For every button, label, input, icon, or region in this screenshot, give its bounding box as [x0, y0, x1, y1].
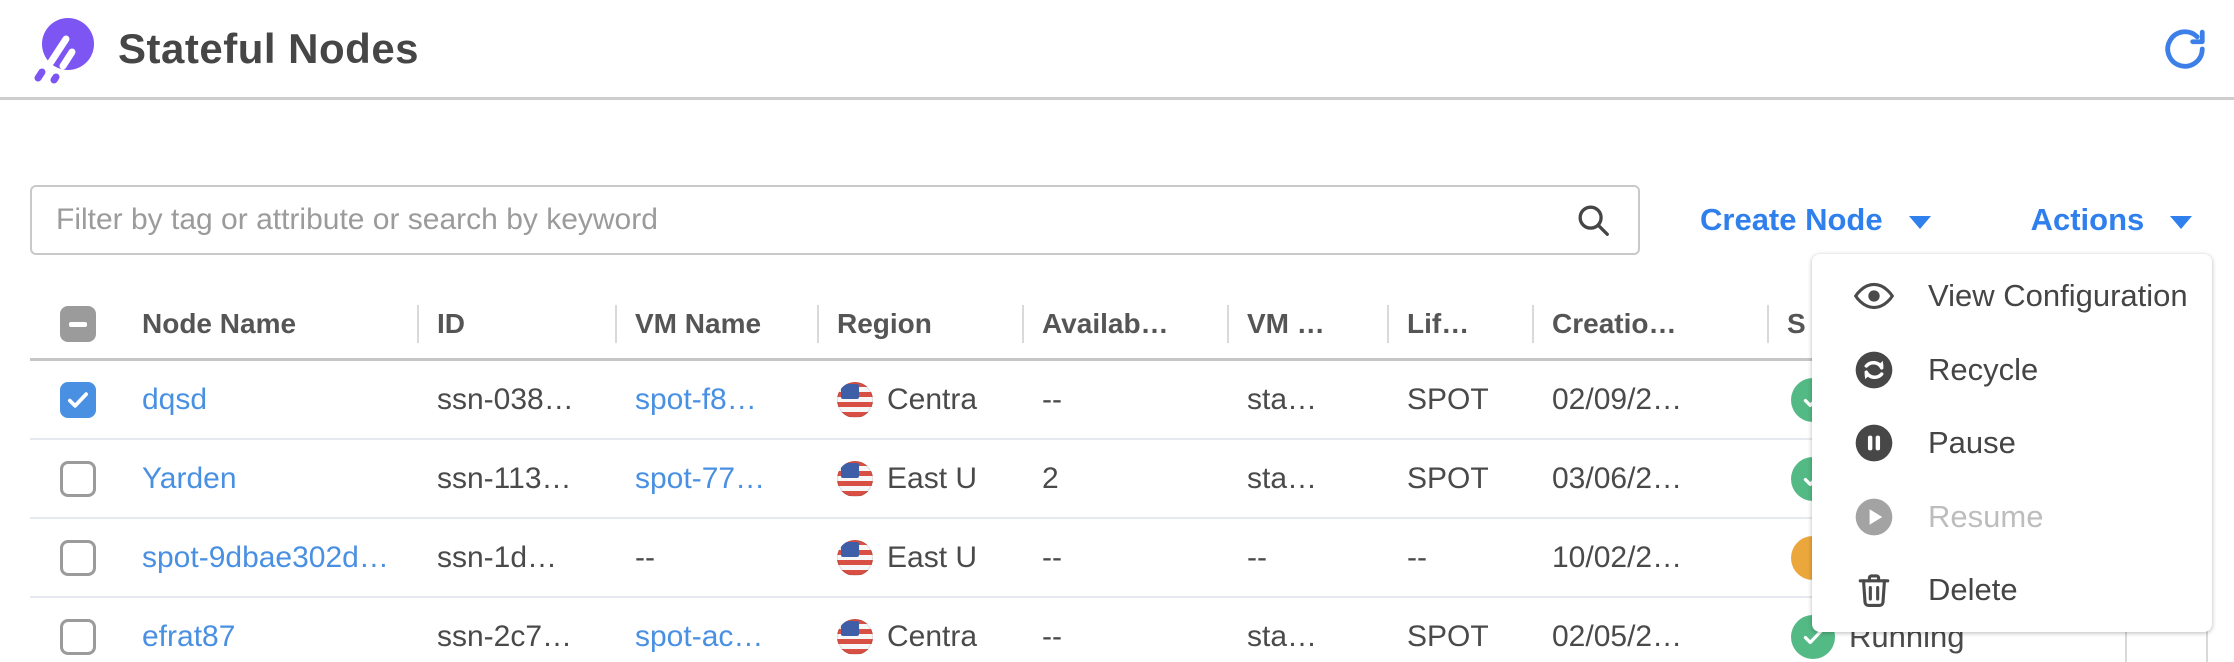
region-cell: East U [817, 539, 1022, 576]
chevron-down-icon [2170, 215, 2193, 229]
row-checkbox-cell [30, 460, 130, 497]
menu-item-label: Delete [1928, 572, 2018, 607]
node-id: ssn-2c7… [437, 619, 573, 653]
vm-size: sta… [1247, 619, 1318, 653]
availability-zone: -- [1042, 540, 1062, 574]
row-checkbox-cell [30, 539, 130, 576]
column-header-status[interactable]: S [1767, 290, 2125, 358]
column-header-node-name[interactable]: Node Name [142, 308, 297, 339]
vm-name: -- [635, 540, 655, 574]
region-label: East U [887, 461, 978, 495]
creation-date: 10/02/2… [1552, 540, 1683, 574]
chevron-down-icon [1908, 215, 1931, 229]
us-flag-icon [837, 618, 873, 655]
column-header-id[interactable]: ID [417, 290, 615, 358]
vm-size: -- [1247, 540, 1267, 574]
availability-zone: -- [1042, 382, 1062, 416]
eye-icon [1852, 274, 1896, 318]
actions-button[interactable]: Actions [2031, 202, 2193, 238]
lifecycle: -- [1407, 540, 1427, 574]
menu-item-recycle[interactable]: Recycle [1812, 334, 2212, 406]
menu-item-resume: Resume [1812, 481, 2212, 553]
us-flag-icon [837, 460, 873, 497]
column-header-lifecycle[interactable]: Lif… [1387, 290, 1532, 358]
column-header-creation[interactable]: Creatio… [1532, 290, 1767, 358]
row-checkbox[interactable] [60, 618, 96, 655]
resume-icon [1852, 495, 1896, 539]
filter-search-box [30, 185, 1640, 255]
row-checkbox-cell [30, 381, 130, 418]
recycle-icon [1852, 348, 1896, 392]
vm-name-link[interactable]: spot-77… [635, 461, 766, 495]
row-checkbox[interactable] [60, 381, 96, 418]
column-header-vm-name[interactable]: VM Name [615, 290, 817, 358]
vm-size: sta… [1247, 382, 1318, 416]
creation-date: 02/05/2… [1552, 619, 1683, 653]
page-title: Stateful Nodes [118, 24, 420, 72]
us-flag-icon [837, 539, 873, 576]
column-header-vm-size[interactable]: VM … [1227, 290, 1387, 358]
node-id: ssn-038… [437, 382, 574, 416]
node-name-link[interactable]: spot-9dbae302d… [142, 540, 389, 574]
node-name-link[interactable]: efrat87 [142, 619, 236, 653]
menu-item-view-configuration[interactable]: View Configuration [1812, 260, 2212, 332]
creation-date: 02/09/2… [1552, 382, 1683, 416]
top-bar: Stateful Nodes [0, 0, 2234, 100]
vm-name-link[interactable]: spot-f8… [635, 382, 757, 416]
region-cell: Centra [817, 381, 1022, 418]
menu-item-label: Pause [1928, 425, 2016, 460]
pause-icon [1852, 421, 1896, 465]
select-all-checkbox[interactable] [60, 306, 96, 342]
search-icon[interactable] [1574, 201, 1612, 239]
table-row: dqsd ssn-038… spot-f8… Centra -- sta… SP… [30, 361, 2210, 440]
refresh-icon[interactable] [2162, 26, 2208, 72]
vm-size: sta… [1247, 461, 1318, 495]
spot-logo-icon [30, 14, 96, 84]
availability-zone: 2 [1042, 461, 1059, 495]
table-header-row: Node Name ID VM Name Region Availab… VM … [30, 290, 2210, 361]
actions-label: Actions [2030, 202, 2145, 237]
node-id: ssn-113… [437, 461, 572, 495]
toolbar: Create Node Actions [30, 185, 2210, 255]
menu-item-label: Recycle [1928, 351, 2039, 387]
row-checkbox[interactable] [60, 460, 96, 497]
lifecycle: SPOT [1407, 461, 1489, 495]
column-header-region[interactable]: Region [817, 290, 1022, 358]
menu-item-pause[interactable]: Pause [1812, 407, 2212, 479]
region-label: East U [887, 540, 978, 574]
region-label: Centra [887, 619, 978, 653]
trash-icon [1852, 568, 1896, 612]
menu-item-label: Resume [1928, 498, 2044, 534]
row-checkbox[interactable] [60, 539, 96, 576]
create-node-label: Create Node [1700, 202, 1883, 237]
lifecycle: SPOT [1407, 619, 1489, 653]
vm-name-link[interactable]: spot-ac… [635, 619, 764, 653]
lifecycle: SPOT [1407, 382, 1489, 416]
region-label: Centra [887, 382, 978, 416]
column-header-availability-zone[interactable]: Availab… [1022, 290, 1227, 358]
actions-dropdown-menu: View Configuration Recycle [1812, 254, 2212, 632]
menu-item-delete[interactable]: Delete [1812, 554, 2212, 626]
node-id: ssn-1d… [437, 540, 558, 574]
creation-date: 03/06/2… [1552, 461, 1683, 495]
node-name-link[interactable]: dqsd [142, 382, 208, 416]
menu-item-label: View Configuration [1928, 278, 2188, 313]
create-node-button[interactable]: Create Node [1700, 202, 1931, 238]
select-all-checkbox-cell [30, 290, 130, 358]
row-checkbox-cell [30, 618, 130, 655]
region-cell: East U [817, 460, 1022, 497]
filter-input[interactable] [30, 185, 1640, 255]
availability-zone: -- [1042, 619, 1062, 653]
us-flag-icon [837, 381, 873, 418]
node-name-link[interactable]: Yarden [142, 461, 237, 495]
region-cell: Centra [817, 618, 1022, 655]
